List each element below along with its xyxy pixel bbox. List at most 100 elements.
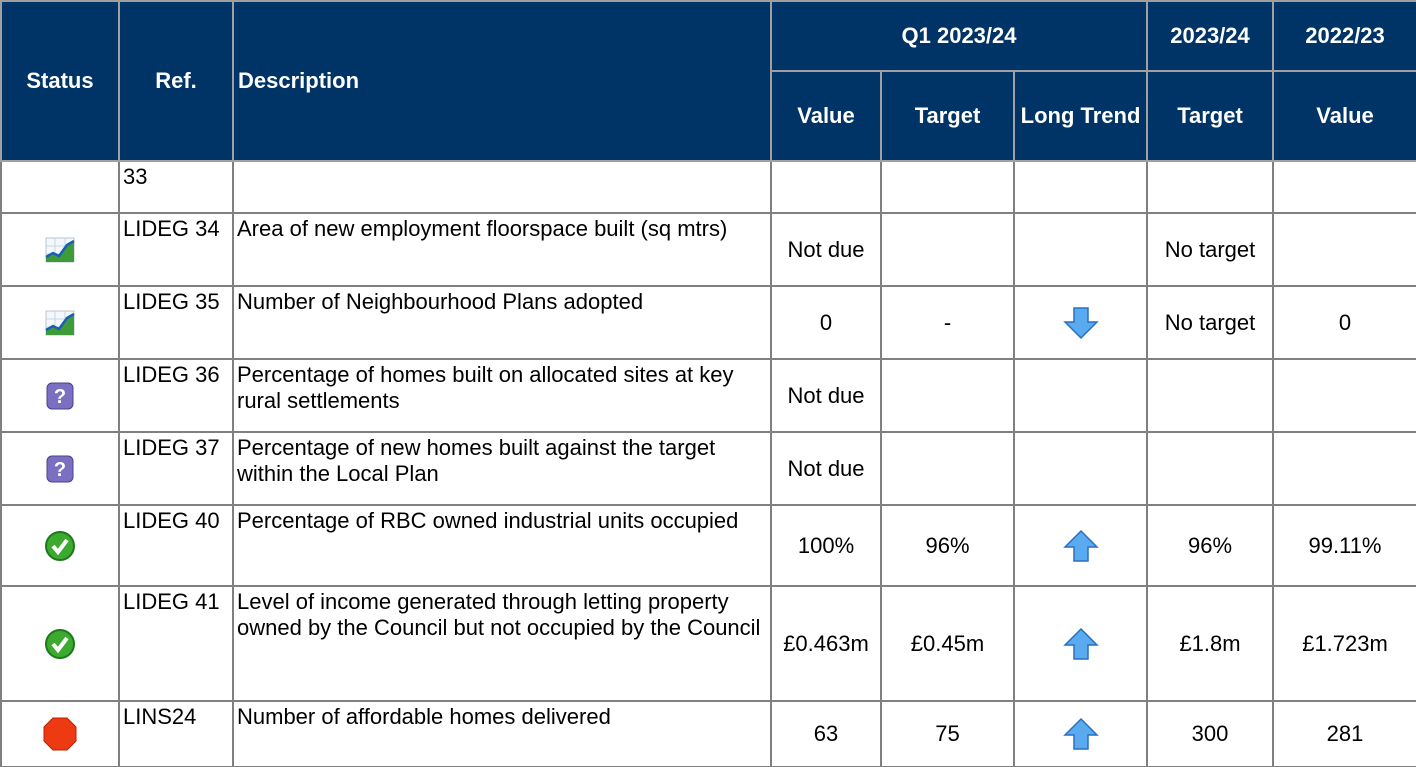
header-cell: Value — [770, 70, 882, 162]
icon-cell — [0, 212, 120, 287]
row: LINS24 Number of affordable homes deliver… — [0, 700, 1416, 767]
header-cell: Ref. — [118, 0, 234, 162]
icon-ok — [45, 628, 75, 659]
target-cell: £0.45m — [880, 585, 1015, 702]
description-cell: Percentage of new homes built against th… — [232, 431, 772, 506]
icon-cell — [1012, 212, 1149, 287]
icon-q: ? — [46, 382, 74, 409]
ref-cell: LIDEG 35 — [118, 285, 234, 360]
icon-chart — [45, 237, 75, 262]
icon-down — [1062, 306, 1099, 339]
target-cell — [880, 358, 1015, 433]
icon-cell — [0, 585, 120, 702]
icon-up — [1062, 627, 1099, 660]
description-cell: Percentage of homes built on allocated s… — [232, 358, 772, 433]
value-cell: 63 — [770, 700, 882, 767]
description-cell: Area of new employment floorspace built … — [232, 212, 772, 287]
year-target-cell: No target — [1146, 285, 1275, 360]
target-cell: 75 — [880, 700, 1015, 767]
row: LIDEG 41 Level of income generated throug… — [0, 585, 1416, 702]
icon-cell — [1012, 285, 1149, 360]
icon-chart — [45, 310, 75, 335]
target-cell — [880, 212, 1015, 287]
year-target-cell: 300 — [1146, 700, 1275, 767]
year-target-cell: No target — [1146, 212, 1275, 287]
icon-cell — [1012, 700, 1149, 767]
value-cell: 100% — [770, 504, 882, 587]
icon-up — [1062, 717, 1099, 750]
target-cell — [880, 431, 1015, 506]
svg-text:?: ? — [54, 386, 66, 408]
description-cell: Number of Neighbourhood Plans adopted — [232, 285, 772, 360]
year-target-cell: £1.8m — [1146, 585, 1275, 702]
header-cell: 2022/23 — [1272, 0, 1416, 72]
prev-value-cell — [1272, 431, 1416, 506]
ref-cell: LIDEG 41 — [118, 585, 234, 702]
value-cell: 0 — [770, 285, 882, 360]
year-target-cell: 96% — [1146, 504, 1275, 587]
icon-cell — [0, 700, 120, 767]
prev-value-cell: 99.11% — [1272, 504, 1416, 587]
header-cell: 2023/24 — [1146, 0, 1275, 72]
row: ? LIDEG 36 Percentage of homes built on al… — [0, 358, 1416, 433]
svg-text:?: ? — [54, 459, 66, 481]
year-target-cell — [1146, 160, 1275, 214]
value-cell: Not due — [770, 358, 882, 433]
year-target-cell — [1146, 358, 1275, 433]
header-row: Value Target Long Trend Target Value — [1, 70, 1416, 162]
value-cell: Not due — [770, 431, 882, 506]
row: LIDEG 40 Percentage of RBC owned industri… — [0, 504, 1416, 587]
icon-cell — [0, 160, 120, 214]
header-cell: Target — [880, 70, 1015, 162]
ref-cell: 33 — [118, 160, 234, 214]
icon-cell — [1012, 160, 1149, 214]
prev-value-cell: £1.723m — [1272, 585, 1416, 702]
row: 33 — [0, 160, 1416, 214]
ref-cell: LIDEG 40 — [118, 504, 234, 587]
header-cell: Q1 2023/24 — [769, 0, 1149, 72]
icon-cell — [0, 504, 120, 587]
icon-cell: ? — [0, 358, 120, 433]
icon-ok — [45, 530, 75, 561]
prev-value-cell — [1272, 160, 1416, 214]
row: ? LIDEG 37 Percentage of new homes built a… — [0, 431, 1416, 506]
icon-cell — [1012, 585, 1149, 702]
prev-value-cell — [1272, 212, 1416, 287]
ref-cell: LIDEG 37 — [118, 431, 234, 506]
ref-cell: LIDEG 36 — [118, 358, 234, 433]
header-cell: Description — [232, 0, 772, 162]
value-cell: £0.463m — [770, 585, 882, 702]
icon-stop — [43, 717, 77, 751]
icon-up — [1062, 529, 1099, 562]
icon-q: ? — [46, 455, 74, 482]
row: LIDEG 35 Number of Neighbourhood Plans ad… — [0, 285, 1416, 360]
description-cell: Percentage of RBC owned industrial units… — [232, 504, 772, 587]
value-cell — [770, 160, 882, 214]
icon-cell: ? — [0, 431, 120, 506]
header-cell: Long Trend — [1012, 70, 1149, 162]
icon-cell — [0, 285, 120, 360]
description-cell: Number of affordable homes delivered — [232, 700, 772, 767]
target-cell: - — [880, 285, 1015, 360]
icon-cell — [1012, 431, 1149, 506]
value-cell: Not due — [770, 212, 882, 287]
prev-value-cell: 281 — [1272, 700, 1416, 767]
prev-value-cell: 0 — [1272, 285, 1416, 360]
description-cell — [232, 160, 772, 214]
target-cell: 96% — [880, 504, 1015, 587]
description-cell: Level of income generated through lettin… — [232, 585, 772, 702]
table-body: 33 LIDEG 34 Area of new employment floorsp… — [0, 160, 1416, 767]
header-cell: Value — [1272, 70, 1416, 162]
year-target-cell — [1146, 431, 1275, 506]
target-cell — [880, 160, 1015, 214]
header-cell: Status — [0, 0, 120, 162]
icon-cell — [1012, 358, 1149, 433]
icon-cell — [1012, 504, 1149, 587]
row: LIDEG 34 Area of new employment floorspac… — [0, 212, 1416, 287]
header-cell: Target — [1146, 70, 1275, 162]
ref-cell: LIDEG 34 — [118, 212, 234, 287]
prev-value-cell — [1272, 358, 1416, 433]
header-row: Status Ref. Description Q1 2023/24 2023/… — [0, 0, 1416, 162]
